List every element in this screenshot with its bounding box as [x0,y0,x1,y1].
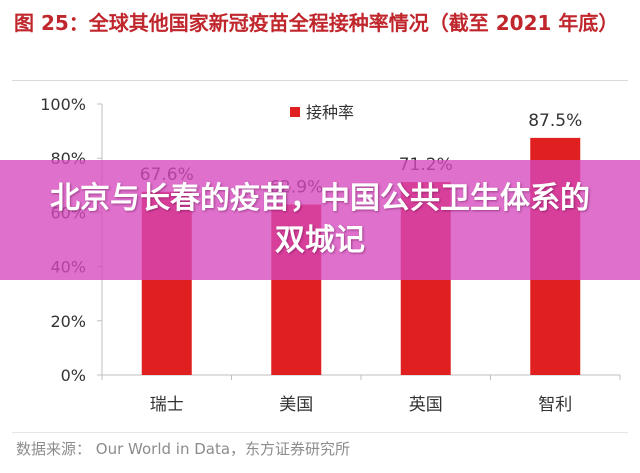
y-tick-label: 100% [40,95,86,114]
source-note: 数据来源： Our World in Data，东方证券研究所 [16,440,351,458]
title-divider [12,80,628,81]
legend-label: 接种率 [306,103,354,122]
x-tick-label: 英国 [409,395,443,415]
legend-swatch [290,107,300,117]
headline-banner: 北京与长春的疫苗，中国公共卫生体系的双城记 [0,160,640,280]
x-tick-label: 智利 [538,395,572,415]
x-tick-label: 美国 [279,395,313,415]
y-tick-label: 20% [50,312,86,331]
chart-title: 图 25：全球其他国家新冠疫苗全程接种率情况（截至 2021 年底） [14,11,619,35]
headline-text: 北京与长春的疫苗，中国公共卫生体系的双城记 [50,181,590,258]
x-tick-label: 瑞士 [150,395,184,415]
data-label: 87.5% [528,111,582,131]
footer-divider [12,432,628,433]
y-tick-label: 0% [61,366,86,385]
